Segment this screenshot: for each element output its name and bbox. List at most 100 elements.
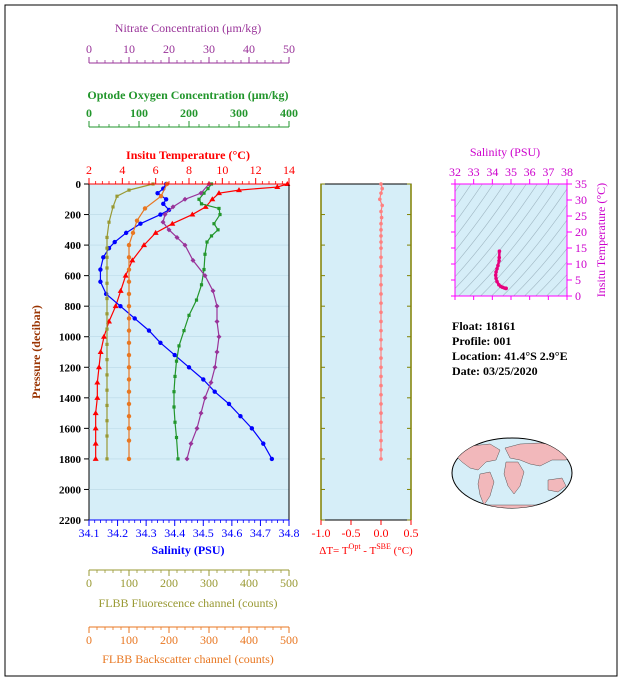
- temperature-data-point: [92, 455, 99, 461]
- salinity-data-point: [98, 279, 103, 284]
- delta-t-data-point: [379, 392, 383, 397]
- temperature-data-point: [202, 203, 209, 209]
- nitrate-axis-tick-label: 30: [203, 42, 215, 56]
- salinity-data-point: [201, 377, 206, 382]
- map-africa: [503, 461, 525, 495]
- ts-density-contour: [524, 248, 567, 296]
- delta-t-data-point: [379, 228, 383, 232]
- ts-salinity-tick-label: 34: [486, 165, 498, 179]
- salinity-data-point: [161, 201, 166, 207]
- fluorescence-data-point: [115, 194, 119, 198]
- backscatter-axis-tick-label: 400: [240, 633, 258, 647]
- pressure-tick-label: 400: [65, 240, 82, 252]
- ts-salinity-tick-label: 36: [524, 165, 536, 179]
- map-north-america: [454, 443, 501, 471]
- salinity-data-point: [138, 221, 143, 226]
- delta-t-x-tick-label: 0.0: [374, 526, 389, 540]
- delta-t-data-point: [379, 215, 384, 220]
- oxygen-data-point: [206, 186, 210, 191]
- delta-t-data-point: [379, 374, 383, 379]
- fluorescence-data-point: [105, 296, 109, 301]
- salinity-axis-tick-label: 34.8: [279, 526, 300, 540]
- nitrate-data-point: [198, 190, 204, 196]
- fluorescence-axis-tick-label: 400: [240, 576, 258, 590]
- salinity-data-point: [101, 255, 106, 260]
- fluorescence-data-point: [105, 342, 109, 346]
- float-info: Float: 18161 Profile: 001 Location: 41.4…: [452, 319, 568, 378]
- backscatter-data-point: [126, 352, 132, 358]
- salinity-data-point: [261, 441, 266, 446]
- ts-density-contour: [469, 184, 560, 296]
- backscatter-data-point: [134, 218, 140, 223]
- delta-t-x-tick-label: 0.5: [404, 526, 419, 540]
- delta-t-data-point: [378, 197, 382, 202]
- temperature-axis-tick-label: 8: [186, 163, 192, 177]
- map-eurasia: [504, 442, 572, 467]
- oxygen-data-point: [216, 228, 220, 232]
- temperature-axis-tick-label: 12: [250, 163, 262, 177]
- temperature-data-point: [94, 394, 101, 400]
- oxygen-data-point: [212, 222, 216, 226]
- nitrate-data-point: [210, 288, 216, 294]
- ts-data-point: [493, 273, 498, 278]
- delta-t-axes-group: -1.0 -0.5 0.0 0.5: [312, 183, 419, 540]
- ts-density-contour: [480, 188, 567, 296]
- delta-t-data-point: [379, 356, 383, 360]
- ts-data-point: [494, 270, 498, 274]
- temperature-data-point: [97, 349, 104, 354]
- ts-temperature-tick-label: 30: [575, 193, 587, 207]
- nitrate-data-point: [216, 334, 222, 340]
- nitrate-axis-tick-label: 40: [243, 42, 255, 56]
- oxygen-data-point: [174, 359, 179, 363]
- salinity-profile-line: [99, 183, 273, 460]
- backscatter-axis-tick-label: 300: [200, 633, 218, 647]
- fluorescence-data-point: [105, 434, 109, 438]
- oxygen-data-point: [182, 329, 186, 333]
- oxygen-data-point: [174, 435, 179, 440]
- oxygen-data-point: [173, 420, 177, 424]
- temperature-axis-tick-label: 14: [283, 163, 295, 177]
- ts-temperature-tick-label: 25: [575, 209, 587, 223]
- delta-t-data-point: [379, 347, 383, 351]
- oxygen-data-point: [176, 457, 180, 461]
- pressure-axis-label: Pressure (decibar): [29, 305, 43, 399]
- delta-t-data-point: [379, 365, 383, 370]
- temperature-data-point: [236, 187, 242, 193]
- ts-salinity-tick-label: 32: [449, 165, 461, 179]
- fluorescence-data-point: [107, 220, 111, 224]
- backscatter-axis-label: FLBB Backscatter channel (counts): [102, 652, 274, 666]
- ts-salinity-tick-label: 33: [468, 165, 480, 179]
- salinity-data-point: [158, 212, 163, 217]
- map-south-america: [477, 471, 495, 506]
- nitrate-data-point: [182, 242, 188, 248]
- pressure-tick-label: 2200: [59, 515, 82, 527]
- ts-density-contour: [491, 204, 567, 296]
- nitrate-data-point: [182, 196, 188, 202]
- delta-t-data-point: [379, 283, 383, 287]
- main-profile-panel: 0200400600800100012001400160018002000220…: [59, 42, 300, 647]
- delta-t-axis-label: ΔT= TOpt - TSBE (°C): [319, 542, 413, 557]
- ts-salinity-tick-label: 35: [505, 165, 517, 179]
- fluorescence-data-point: [105, 388, 109, 392]
- oxygen-data-point: [199, 202, 204, 206]
- nitrate-data-point: [208, 380, 214, 386]
- backscatter-axis-tick-label: 500: [280, 633, 298, 647]
- backscatter-data-point: [126, 456, 132, 462]
- salinity-data-point: [212, 389, 217, 394]
- delta-t-label-part1: ΔT= T: [319, 545, 349, 557]
- nitrate-data-point: [184, 456, 190, 462]
- profile-number: Profile: 001: [452, 334, 511, 348]
- main-axes-group: 0200400600800100012001400160018002000220…: [59, 42, 300, 647]
- salinity-data-point: [238, 413, 243, 419]
- oxygen-data-point: [209, 234, 214, 238]
- ts-data-point: [494, 276, 498, 281]
- temperature-data-point: [274, 184, 281, 190]
- delta-t-data-point: [380, 203, 385, 208]
- nitrate-data-point: [190, 257, 196, 263]
- date: Date: 03/25/2020: [452, 364, 538, 378]
- ts-temperature-label: Insitu Temperature (°C): [594, 183, 608, 297]
- temperature-data-point: [141, 242, 147, 248]
- temperature-data-point: [216, 190, 222, 196]
- temperature-data-point: [209, 196, 216, 202]
- backscatter-data-point: [126, 426, 132, 431]
